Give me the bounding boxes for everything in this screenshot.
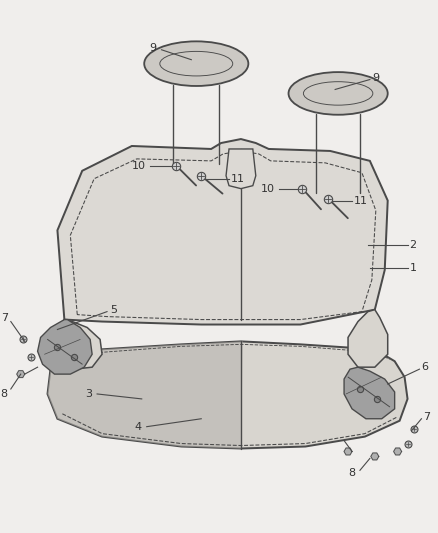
Polygon shape (57, 139, 388, 325)
Polygon shape (371, 453, 379, 460)
Text: 8: 8 (348, 469, 355, 478)
Text: 6: 6 (421, 362, 428, 372)
Text: 9: 9 (149, 43, 157, 53)
Text: 10: 10 (261, 184, 275, 193)
Text: 10: 10 (132, 161, 146, 171)
Polygon shape (226, 149, 256, 189)
Ellipse shape (289, 72, 388, 115)
Text: 11: 11 (354, 196, 368, 206)
Text: 3: 3 (85, 389, 92, 399)
Ellipse shape (144, 42, 248, 86)
Polygon shape (394, 448, 402, 455)
Polygon shape (344, 448, 352, 455)
Text: 11: 11 (231, 174, 245, 184)
Text: 8: 8 (1, 389, 8, 399)
Polygon shape (47, 341, 243, 448)
Text: 7: 7 (1, 312, 8, 322)
Text: 5: 5 (110, 305, 117, 314)
Text: 9: 9 (372, 72, 379, 83)
Text: 4: 4 (134, 422, 142, 432)
Polygon shape (38, 320, 92, 374)
Text: 1: 1 (410, 263, 417, 273)
Polygon shape (348, 310, 388, 367)
Polygon shape (344, 367, 395, 419)
Text: 2: 2 (410, 240, 417, 250)
Text: 7: 7 (424, 412, 431, 422)
Polygon shape (47, 341, 407, 448)
Polygon shape (17, 370, 25, 377)
Polygon shape (57, 320, 102, 369)
